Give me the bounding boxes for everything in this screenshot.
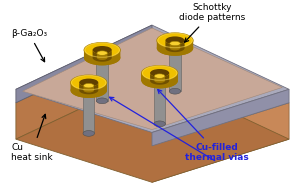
- Ellipse shape: [93, 46, 112, 54]
- Polygon shape: [16, 25, 289, 132]
- Polygon shape: [16, 75, 289, 182]
- Ellipse shape: [96, 58, 108, 64]
- Polygon shape: [152, 103, 289, 182]
- Polygon shape: [84, 86, 94, 92]
- Text: β-Ga₂O₃: β-Ga₂O₃: [11, 29, 47, 62]
- Polygon shape: [169, 51, 181, 91]
- Ellipse shape: [71, 75, 107, 90]
- Ellipse shape: [83, 131, 95, 136]
- Text: Cu
heat sink: Cu heat sink: [11, 114, 53, 162]
- Polygon shape: [71, 83, 107, 98]
- Ellipse shape: [154, 81, 165, 86]
- Polygon shape: [96, 60, 108, 101]
- Ellipse shape: [157, 40, 193, 56]
- Polygon shape: [154, 84, 165, 124]
- Polygon shape: [93, 50, 112, 62]
- Polygon shape: [152, 89, 289, 146]
- Polygon shape: [97, 53, 107, 60]
- Text: Cu-filled
thermal vias: Cu-filled thermal vias: [158, 89, 249, 162]
- Polygon shape: [141, 73, 178, 81]
- Ellipse shape: [84, 42, 120, 58]
- Ellipse shape: [141, 65, 178, 81]
- Ellipse shape: [157, 33, 193, 48]
- Ellipse shape: [79, 79, 98, 87]
- Ellipse shape: [154, 74, 165, 78]
- Ellipse shape: [169, 88, 181, 94]
- Ellipse shape: [84, 84, 94, 88]
- Polygon shape: [157, 40, 193, 56]
- Ellipse shape: [170, 46, 180, 50]
- Polygon shape: [84, 50, 120, 65]
- Ellipse shape: [150, 77, 169, 85]
- Polygon shape: [71, 83, 107, 90]
- Polygon shape: [170, 43, 180, 50]
- Polygon shape: [157, 40, 193, 48]
- Ellipse shape: [154, 121, 165, 127]
- Polygon shape: [150, 73, 169, 85]
- Ellipse shape: [165, 44, 185, 52]
- Polygon shape: [84, 50, 120, 58]
- Ellipse shape: [170, 41, 180, 46]
- Ellipse shape: [84, 50, 120, 65]
- Ellipse shape: [141, 73, 178, 88]
- Ellipse shape: [97, 56, 107, 60]
- Ellipse shape: [154, 78, 165, 83]
- Polygon shape: [22, 28, 282, 130]
- Ellipse shape: [93, 54, 112, 62]
- Polygon shape: [141, 73, 178, 88]
- Polygon shape: [165, 40, 185, 52]
- Polygon shape: [16, 39, 152, 139]
- Polygon shape: [79, 83, 98, 94]
- Ellipse shape: [84, 88, 94, 92]
- Ellipse shape: [96, 98, 108, 104]
- Text: Schottky
diode patterns: Schottky diode patterns: [179, 3, 246, 42]
- Polygon shape: [154, 76, 165, 83]
- Ellipse shape: [97, 51, 107, 55]
- Ellipse shape: [150, 69, 169, 77]
- Polygon shape: [16, 25, 152, 103]
- Ellipse shape: [83, 90, 95, 96]
- Ellipse shape: [165, 36, 185, 44]
- Ellipse shape: [79, 86, 98, 94]
- Ellipse shape: [169, 48, 181, 54]
- Polygon shape: [83, 93, 95, 133]
- Ellipse shape: [71, 83, 107, 98]
